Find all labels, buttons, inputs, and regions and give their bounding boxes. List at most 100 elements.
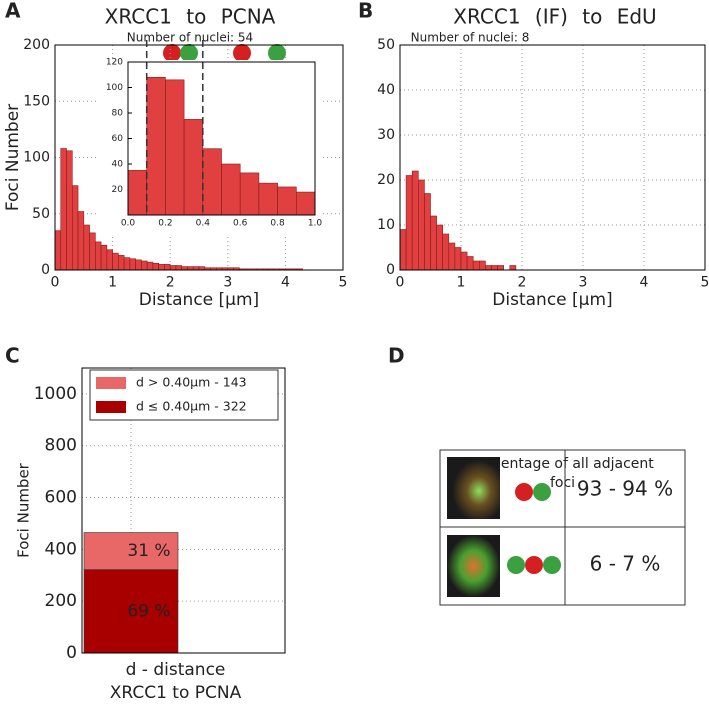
histogram-bar bbox=[127, 170, 148, 216]
histogram-bar bbox=[89, 232, 96, 271]
histogram-bar bbox=[472, 260, 480, 271]
icon-red bbox=[233, 44, 251, 62]
y-tick-label: 800 bbox=[45, 436, 77, 456]
segment-label: 69 % bbox=[127, 601, 170, 621]
y-tick-label: 30 bbox=[377, 127, 395, 143]
histogram-bar bbox=[448, 242, 456, 271]
histogram-bar bbox=[497, 265, 505, 271]
histogram-bar bbox=[411, 170, 419, 271]
x-tick-label: 4 bbox=[640, 275, 649, 291]
histogram-bar bbox=[187, 266, 194, 271]
x-tick-label: 0.2 bbox=[158, 219, 172, 229]
histogram-bar bbox=[491, 265, 498, 271]
histogram-bar bbox=[123, 257, 131, 271]
histogram-bar bbox=[175, 265, 183, 271]
y-tick-label: 150 bbox=[23, 93, 50, 109]
histogram-bar bbox=[442, 233, 450, 271]
histogram-bar bbox=[295, 191, 316, 216]
y-tick-label: 400 bbox=[45, 539, 77, 559]
histogram-bar bbox=[436, 224, 444, 271]
y-axis-label: Foci Number bbox=[15, 462, 33, 558]
histogram-bar bbox=[118, 255, 125, 271]
x-axis-label: Distance [µm] bbox=[492, 290, 612, 310]
histogram-bar bbox=[454, 247, 462, 271]
icon-green bbox=[268, 44, 286, 62]
icon-green bbox=[180, 44, 198, 62]
histogram-bar bbox=[239, 172, 260, 216]
y-tick-label: 100 bbox=[23, 150, 50, 166]
histogram-bar bbox=[277, 186, 297, 216]
x-tick-label: 0.4 bbox=[196, 219, 211, 229]
histogram-bar bbox=[164, 264, 171, 271]
y-tick-label: 20 bbox=[377, 172, 395, 188]
histogram-bar bbox=[485, 265, 492, 271]
histogram-bar bbox=[54, 230, 62, 271]
table-title: Percentage of all adjacent foci bbox=[471, 456, 654, 491]
histogram-bar bbox=[71, 185, 79, 271]
histogram-bar bbox=[221, 163, 241, 216]
histogram-bar bbox=[417, 179, 425, 271]
x-tick-label: 0.8 bbox=[270, 219, 285, 229]
plot-frame bbox=[399, 44, 706, 271]
icon-green bbox=[507, 556, 525, 574]
histogram-bar bbox=[399, 229, 407, 271]
panel-label: A bbox=[5, 0, 21, 23]
x-tick-label: 0 bbox=[51, 275, 60, 291]
histogram-bar bbox=[424, 193, 431, 271]
y-tick-label: 200 bbox=[45, 591, 77, 611]
histogram-bar bbox=[509, 265, 517, 271]
histogram-bar bbox=[129, 258, 136, 271]
chart-title: XRCC1 (IF) to EdU bbox=[453, 5, 656, 29]
y-tick-label: 10 bbox=[377, 217, 395, 233]
icon-red bbox=[163, 44, 181, 62]
histogram-bar bbox=[198, 266, 206, 271]
y-tick-label: 100 bbox=[106, 83, 123, 93]
micrograph bbox=[447, 457, 500, 519]
legend-label: d ≤ 0.40μm - 322 bbox=[136, 399, 247, 414]
y-tick-label: 120 bbox=[106, 58, 123, 68]
x-tick-label: 3 bbox=[223, 275, 232, 291]
plot-frame bbox=[54, 44, 344, 271]
y-tick-label: 40 bbox=[112, 160, 124, 170]
icon-green bbox=[543, 556, 561, 574]
y-tick-label: 0 bbox=[66, 643, 77, 663]
plot-frame bbox=[127, 61, 316, 216]
histogram-bar bbox=[83, 224, 90, 271]
histogram-bar bbox=[66, 150, 73, 271]
x-tick-label: 2 bbox=[518, 275, 527, 291]
x-tick-label: 5 bbox=[339, 275, 348, 291]
segment-label: 31 % bbox=[127, 541, 170, 561]
histogram-bar bbox=[258, 182, 278, 216]
y-tick-label: 50 bbox=[32, 206, 50, 222]
y-axis-label: Foci Number bbox=[3, 104, 23, 211]
x-axis-label: XRCC1 to PCNA bbox=[110, 683, 242, 703]
chart: 20 40 60 80 100 120 0.0 0.2 0.4 0.6 0.8 1.0 bbox=[96, 40, 323, 237]
histogram-bar bbox=[183, 119, 204, 216]
y-tick-label: 1000 bbox=[34, 384, 77, 404]
histogram-bar bbox=[460, 251, 468, 271]
x-tick-label: d - distance bbox=[126, 660, 226, 680]
histogram-bar bbox=[100, 244, 108, 271]
x-tick-label: 0.0 bbox=[121, 219, 136, 229]
legend-swatch bbox=[96, 401, 126, 413]
x-tick-label: 3 bbox=[579, 275, 588, 291]
histogram-bar bbox=[146, 77, 166, 216]
panel-label: C bbox=[5, 344, 20, 368]
chart-title: XRCC1 to PCNA bbox=[105, 5, 276, 29]
table-title-box: Percentage of all adjacent foci bbox=[471, 456, 654, 491]
x-tick-label: 0 bbox=[396, 275, 405, 291]
histogram-bar bbox=[152, 262, 159, 271]
histogram-bar bbox=[430, 215, 437, 271]
histogram-bar bbox=[60, 148, 67, 271]
histogram-bar bbox=[135, 259, 142, 271]
y-tick-label: 600 bbox=[45, 488, 77, 508]
y-tick-label: 0 bbox=[386, 262, 395, 278]
x-tick-label: 2 bbox=[166, 275, 175, 291]
histogram-bar bbox=[95, 241, 102, 271]
y-tick-label: 200 bbox=[23, 37, 50, 53]
histogram-bar bbox=[146, 261, 154, 271]
y-tick-label: 0 bbox=[41, 262, 50, 278]
table-cell: 6 - 7 % bbox=[590, 552, 661, 576]
bar-segment bbox=[83, 532, 179, 570]
